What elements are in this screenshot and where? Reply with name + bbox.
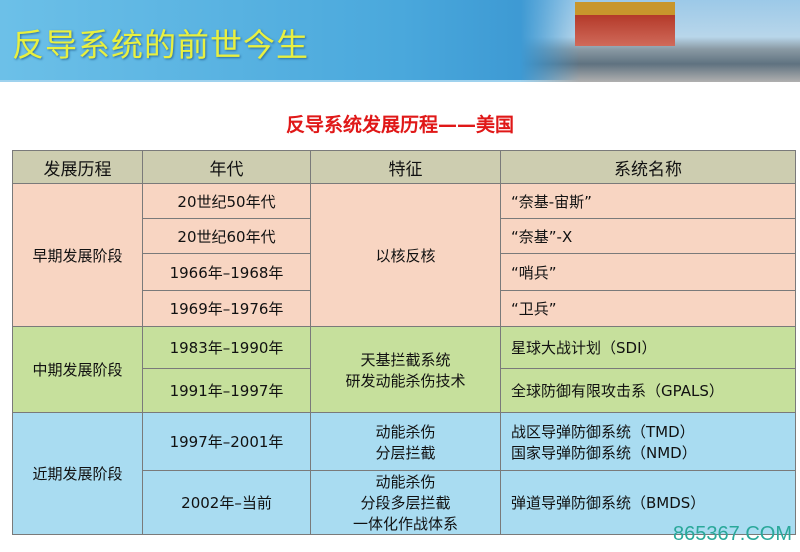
table-row: 2002年–当前 动能杀伤 分段多层拦截 一体化作战体系 弹道导弹防御系统（BMDS… (13, 470, 796, 535)
system-cell: “哨兵” (500, 253, 796, 291)
col-stage: 发展历程 (12, 150, 143, 184)
system-cell: 全球防御有限攻击系（GPALS） (500, 368, 796, 413)
system-cell: “奈基-宙斯” (500, 183, 796, 219)
system-cell: 弹道导弹防御系统（BMDS） (500, 470, 796, 535)
watermark: 865367.COM (673, 523, 792, 545)
gate-image (575, 2, 675, 46)
year-cell: 20世纪60年代 (142, 218, 311, 254)
stage-cell: 近期发展阶段 (12, 412, 143, 535)
table-row: 1969年–1976年 “卫兵” (13, 290, 796, 327)
feature-cell: 动能杀伤 分层拦截 (310, 412, 501, 471)
year-cell: 1966年–1968年 (142, 253, 311, 291)
table-row: 1991年–1997年 全球防御有限攻击系（GPALS） (13, 368, 796, 413)
system-cell: “卫兵” (500, 290, 796, 327)
feature-cell: 动能杀伤 分段多层拦截 一体化作战体系 (310, 470, 501, 535)
system-cell: 星球大战计划（SDI） (500, 326, 796, 369)
system-cell: “奈基”-X (500, 218, 796, 254)
col-system: 系统名称 (500, 150, 796, 184)
year-cell: 1997年–2001年 (142, 412, 311, 471)
history-table: 发展历程 年代 特征 系统名称 早期发展阶段 20世纪50年代 以核反核 “奈基… (12, 150, 796, 535)
table-row: 20世纪60年代 “奈基”-X (13, 218, 796, 254)
year-cell: 2002年–当前 (142, 470, 311, 535)
table-row: 1966年–1968年 “哨兵” (13, 253, 796, 291)
year-cell: 1991年–1997年 (142, 368, 311, 413)
table-header: 发展历程 年代 特征 系统名称 (12, 150, 796, 184)
feature-cell: 天基拦截系统 研发动能杀伤技术 (310, 326, 501, 413)
table-row: 早期发展阶段 20世纪50年代 以核反核 “奈基-宙斯” (12, 183, 796, 327)
col-year: 年代 (142, 150, 311, 184)
year-cell: 1969年–1976年 (142, 290, 311, 327)
feature-cell: 以核反核 (310, 183, 501, 327)
header-banner: 反导系统的前世今生 (0, 0, 800, 82)
year-cell: 1983年–1990年 (142, 326, 311, 369)
system-cell: 战区导弹防御系统（TMD） 国家导弹防御系统（NMD） (500, 412, 796, 471)
stage-cell: 中期发展阶段 (12, 326, 143, 413)
year-cell: 20世纪50年代 (142, 183, 311, 219)
slide-title: 反导系统的前世今生 (12, 26, 310, 64)
table-title: 反导系统发展历程——美国 (285, 114, 514, 136)
table-row: 近期发展阶段 1997年–2001年 动能杀伤 分层拦截 战区导弹防御系统（TMD… (12, 412, 796, 535)
table-row: 中期发展阶段 1983年–1990年 天基拦截系统 研发动能杀伤技术 星球大战计划… (12, 326, 796, 413)
col-feature: 特征 (310, 150, 501, 184)
stage-cell: 早期发展阶段 (12, 183, 143, 327)
